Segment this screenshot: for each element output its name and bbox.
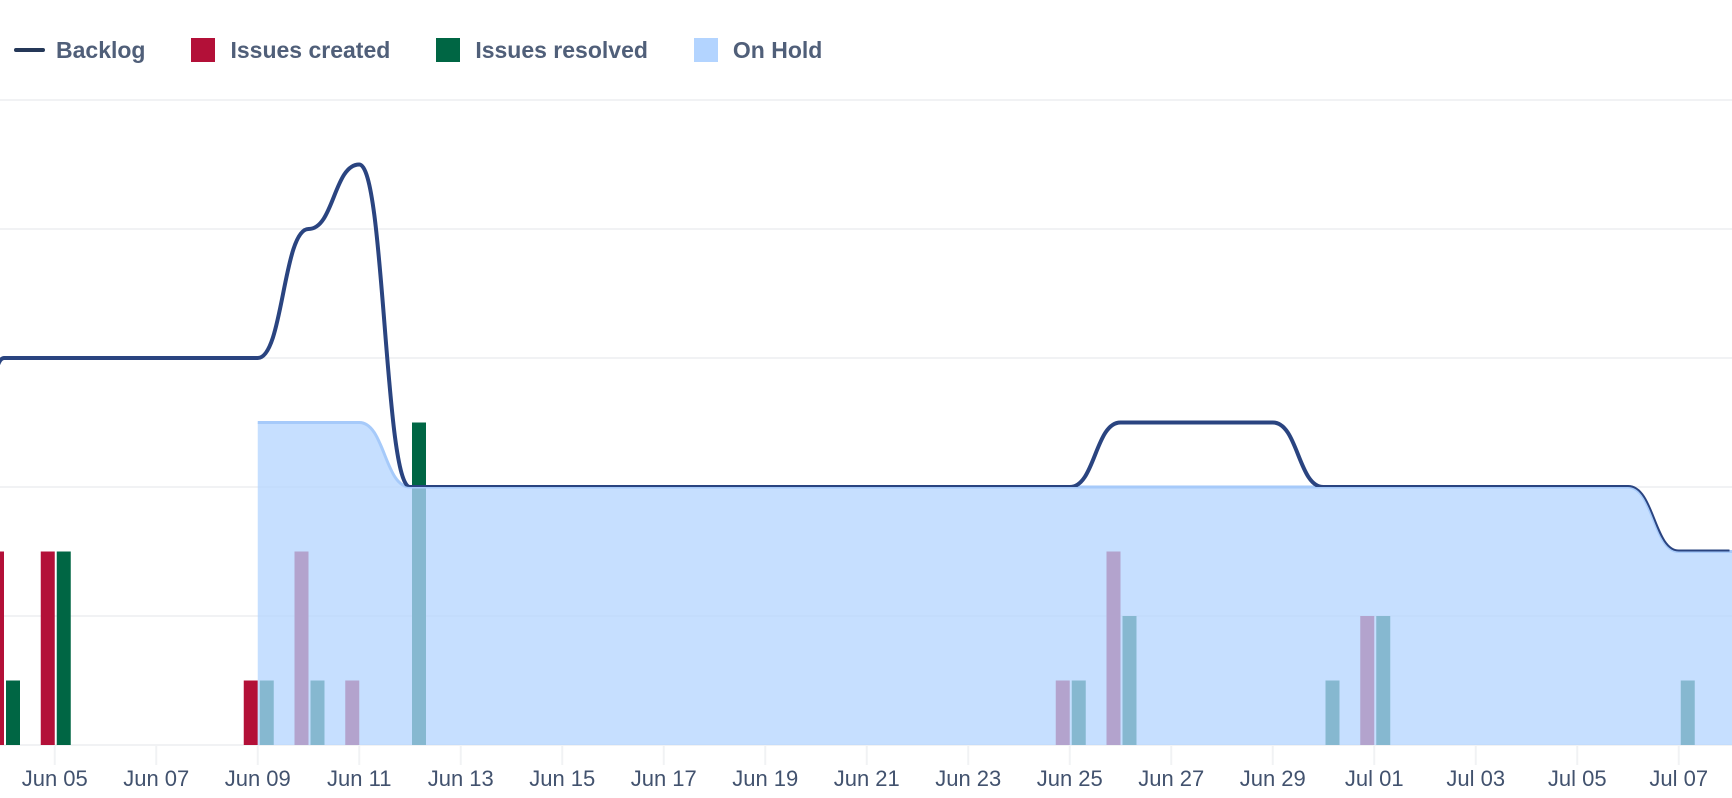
backlog-line — [0, 162, 1730, 554]
legend-item-on-hold[interactable]: On Hold — [693, 36, 823, 64]
legend-item-issues-resolved[interactable]: Issues resolved — [436, 37, 648, 64]
backlog-line-path — [0, 162, 1730, 554]
x-tick-label: Jun 09 — [225, 766, 291, 791]
on-hold-area — [257, 420, 1732, 745]
x-tick-label: Jun 27 — [1138, 766, 1204, 791]
issues-resolved-swatch-icon — [436, 38, 461, 62]
issues-created-bar[interactable] — [0, 551, 4, 746]
x-tick-label: Jul 07 — [1649, 766, 1708, 791]
x-tick-label: Jun 19 — [732, 766, 798, 791]
issues-resolved-bar[interactable] — [6, 680, 20, 746]
x-tick-label: Jun 05 — [22, 766, 88, 791]
on-hold-area-fill — [257, 422, 1732, 745]
issues-created-bar[interactable] — [40, 551, 55, 746]
legend-label: Issues created — [230, 36, 391, 63]
legend-label: Backlog — [56, 36, 146, 63]
x-tick-label: Jun 13 — [428, 766, 494, 791]
legend-item-backlog[interactable]: Backlog — [14, 37, 145, 64]
x-tick-label: Jun 15 — [529, 766, 595, 791]
x-tick-label: Jun 29 — [1240, 766, 1306, 791]
x-tick-label: Jul 03 — [1446, 766, 1505, 791]
legend-label: Issues resolved — [475, 36, 648, 63]
issues-created-bar[interactable] — [243, 680, 258, 746]
x-tick-label: Jun 17 — [631, 766, 697, 791]
x-tick-label: Jun 11 — [327, 766, 391, 791]
legend-label: On Hold — [732, 36, 823, 63]
x-tick-label: Jun 07 — [123, 766, 189, 791]
x-tick-label: Jun 25 — [1037, 766, 1103, 791]
issues-resolved-bar[interactable] — [56, 551, 71, 746]
x-axis: Jun 05 Jun 07 Jun 09 Jun 11 Jun 13 Jun 15 Jun … — [22, 745, 1708, 791]
x-tick-label: Jun 23 — [935, 766, 1001, 791]
legend-item-issues-created[interactable]: Issues created — [191, 37, 390, 64]
x-tick-label: Jul 01 — [1345, 766, 1404, 791]
on-hold-swatch-icon — [693, 38, 718, 62]
issues-created-swatch-icon — [191, 38, 216, 62]
x-tick-label: Jun 21 — [834, 766, 900, 791]
x-tick-label: Jul 05 — [1548, 766, 1607, 791]
backlog-line-swatch-icon — [14, 48, 45, 52]
chart-legend: Backlog Issues created Issues resolved O… — [0, 30, 868, 70]
